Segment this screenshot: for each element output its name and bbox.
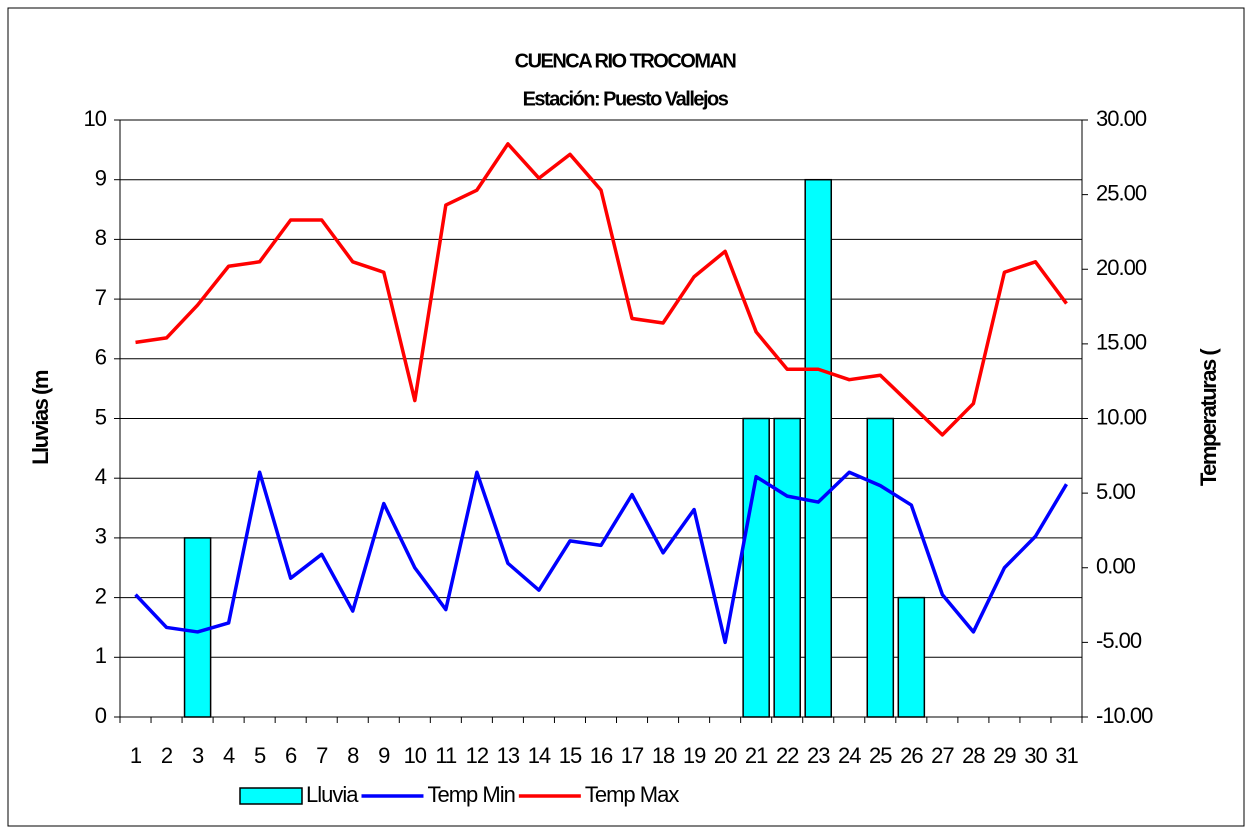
y2-tick-label: -5.00	[1096, 628, 1142, 653]
x-tick-label: 31	[1055, 743, 1078, 768]
x-tick-label: 9	[378, 743, 390, 768]
legend-label: Temp Min	[427, 782, 514, 807]
y-tick-label: 0	[95, 703, 107, 728]
y-tick-label: 7	[95, 285, 107, 310]
y2-tick-label: 15.00	[1096, 330, 1147, 355]
y-tick-label: 10	[84, 106, 107, 131]
bar	[742, 417, 770, 718]
y-tick-label: 2	[95, 583, 107, 608]
x-tick-label: 17	[621, 743, 644, 768]
chart-border	[7, 7, 1245, 827]
x-tick-label: 11	[435, 743, 457, 768]
x-tick-label: 5	[254, 743, 266, 768]
x-tick-label: 12	[466, 743, 489, 768]
x-tick-label: 19	[683, 743, 706, 768]
y2-tick-label: 5.00	[1096, 479, 1136, 504]
x-tick-label: 18	[652, 743, 675, 768]
x-tick-label: 21	[745, 743, 768, 768]
x-tick-label: 14	[528, 743, 551, 768]
bar	[773, 417, 801, 718]
legend-label: Temp Max	[585, 782, 679, 807]
bar	[897, 596, 926, 718]
x-tick-label: 7	[316, 743, 328, 768]
y-tick-label: 4	[95, 464, 107, 489]
x-tick-label: 4	[223, 743, 235, 768]
y-axis-label: Lluvias (m	[28, 370, 53, 465]
y-tick-label: 6	[95, 345, 107, 370]
x-tick-label: 10	[404, 743, 427, 768]
chart-subtitle: Estación: Puesto Vallejos	[523, 88, 729, 110]
x-tick-label: 20	[714, 743, 737, 768]
x-tick-label: 26	[900, 743, 923, 768]
y2-tick-label: 0.00	[1096, 554, 1136, 579]
y-tick-label: 1	[95, 643, 107, 668]
bar	[804, 178, 833, 718]
x-tick-label: 16	[590, 743, 613, 768]
legend-label: Lluvia	[306, 782, 359, 807]
bar	[866, 417, 895, 718]
y-tick-label: 5	[95, 404, 107, 429]
y-tick-label: 8	[95, 225, 107, 250]
x-tick-label: 3	[192, 743, 204, 768]
y2-tick-label: 30.00	[1096, 106, 1147, 131]
x-tick-label: 15	[559, 743, 582, 768]
x-tick-label: 6	[285, 743, 297, 768]
x-tick-label: 8	[347, 743, 359, 768]
bar	[183, 537, 212, 718]
line	[134, 470, 1068, 645]
y-tick-label: 9	[95, 166, 107, 191]
y2-tick-label: 20.00	[1096, 255, 1147, 280]
y2-tick-label: 10.00	[1096, 404, 1147, 429]
x-tick-label: 30	[1024, 743, 1047, 768]
y2-tick-label: -10.00	[1096, 703, 1153, 728]
x-tick-label: 28	[962, 743, 985, 768]
line	[135, 142, 1068, 437]
x-tick-label: 22	[776, 743, 799, 768]
legend-swatch	[239, 787, 303, 805]
x-tick-label: 1	[130, 743, 142, 768]
y2-tick-label: 25.00	[1096, 180, 1147, 205]
y-tick-label: 3	[95, 524, 107, 549]
x-tick-label: 23	[807, 743, 830, 768]
x-tick-label: 27	[931, 743, 954, 768]
chart-title: CUENCA RIO TROCOMAN	[515, 50, 737, 72]
y2-axis-label: Temperaturas (	[1196, 348, 1221, 486]
x-tick-label: 29	[993, 743, 1016, 768]
x-tick-label: 24	[838, 743, 861, 768]
x-tick-label: 25	[869, 743, 892, 768]
x-tick-label: 13	[497, 743, 520, 768]
x-tick-label: 2	[161, 743, 173, 768]
